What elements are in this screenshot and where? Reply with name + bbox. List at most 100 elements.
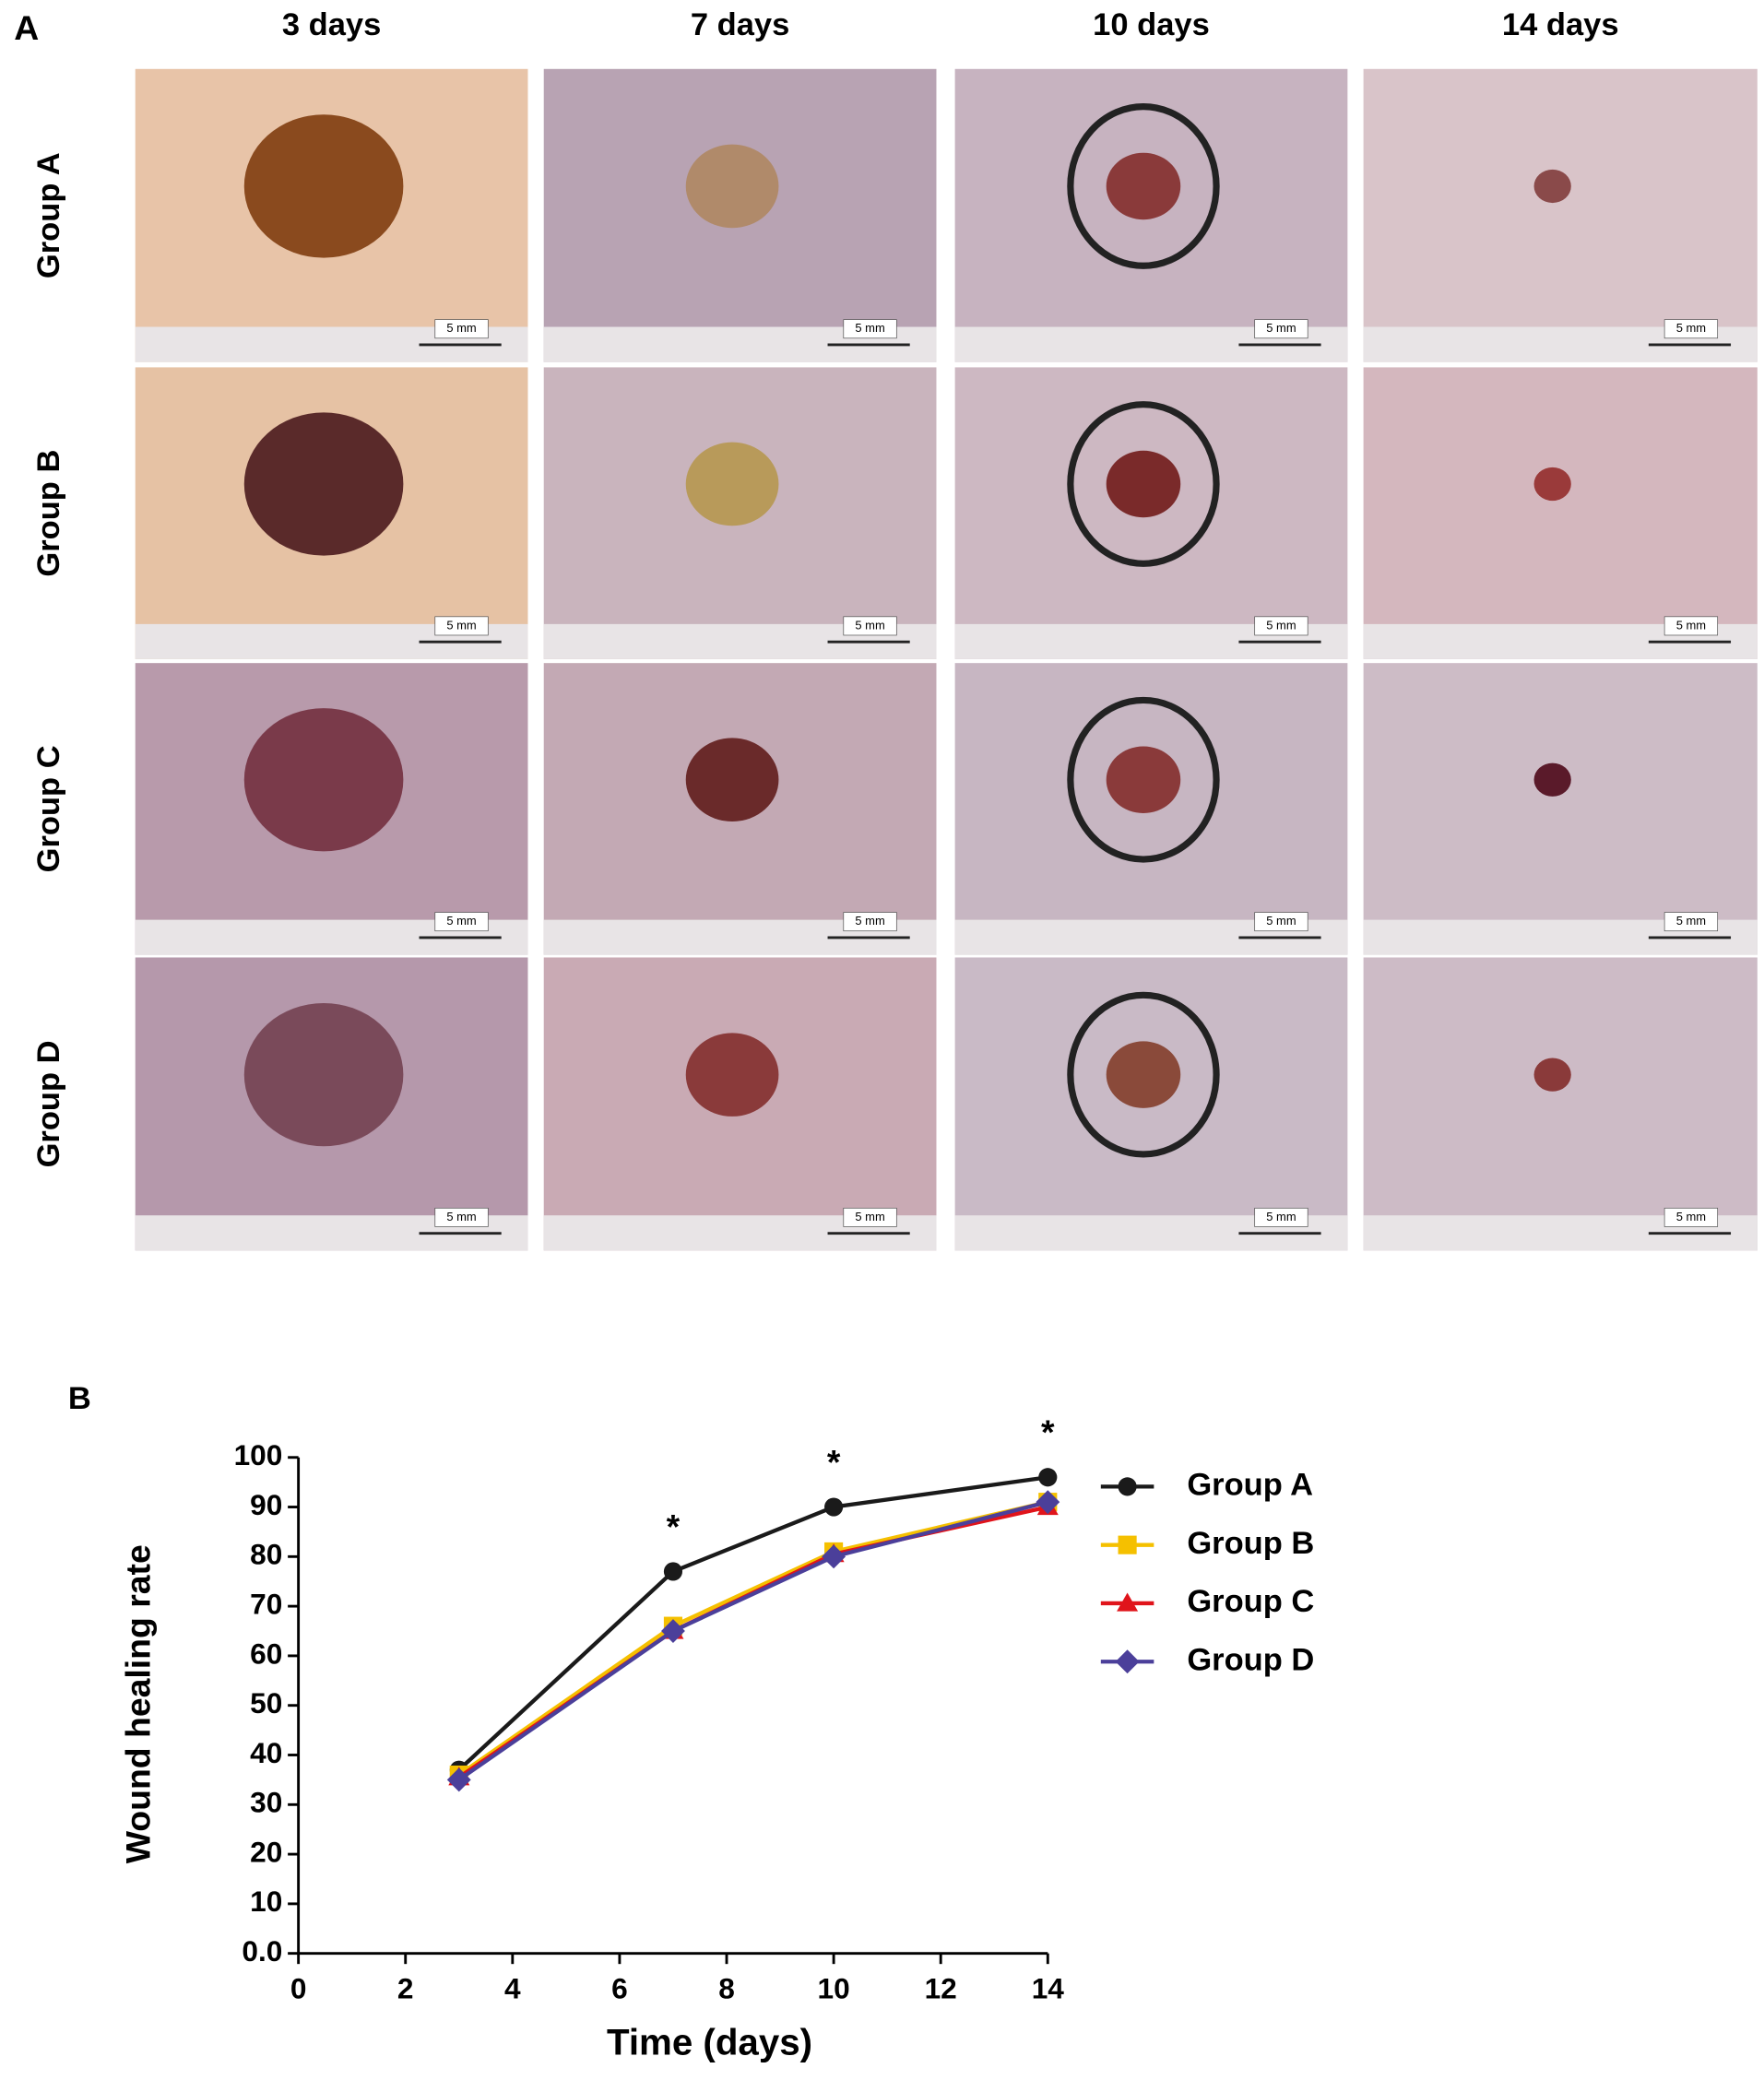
annotation: * xyxy=(667,1507,681,1545)
scale-bar-box xyxy=(434,319,489,339)
scale-bar-box xyxy=(1663,912,1719,932)
wound xyxy=(1533,1058,1571,1092)
row-label: Group C xyxy=(31,745,66,872)
wound xyxy=(1533,467,1571,502)
column-header: 7 days xyxy=(691,7,789,42)
annotation: * xyxy=(1041,1412,1055,1451)
scale-bar-label: 5 mm xyxy=(1266,321,1296,335)
marker xyxy=(824,1497,844,1517)
scale-bar-label: 5 mm xyxy=(446,321,476,335)
wound xyxy=(1106,450,1181,518)
scale-bar-box xyxy=(1254,616,1308,636)
scale-bar-box xyxy=(1254,912,1308,932)
legend-label: Group A xyxy=(1187,1468,1313,1503)
photo xyxy=(1363,957,1758,1251)
x-axis-label: Time (days) xyxy=(607,2022,812,2063)
scale-bar-label: 5 mm xyxy=(855,914,884,928)
marker xyxy=(1115,1649,1140,1674)
x-tick-label: 14 xyxy=(1032,1971,1065,2004)
wound xyxy=(1533,169,1571,204)
marker xyxy=(446,1767,471,1792)
wound xyxy=(685,738,779,822)
marker xyxy=(1038,1468,1058,1487)
wound xyxy=(685,442,779,526)
x-tick-label: 4 xyxy=(504,1971,521,2004)
marker-circle xyxy=(1067,991,1220,1158)
scale-bar-label: 5 mm xyxy=(1676,618,1706,632)
annotation: * xyxy=(827,1442,841,1481)
x-tick-label: 10 xyxy=(818,1971,850,2004)
series-line xyxy=(457,1500,1048,1782)
scale-bar-label: 5 mm xyxy=(1676,321,1706,335)
y-tick-label: 0.0 xyxy=(242,1934,282,1968)
marker xyxy=(1117,1592,1139,1612)
scale-bar-label: 5 mm xyxy=(1676,914,1706,928)
wound xyxy=(243,114,404,258)
photo xyxy=(1363,663,1758,955)
series-line xyxy=(457,1500,1048,1777)
wound xyxy=(685,1033,779,1117)
marker xyxy=(822,1544,846,1569)
y-tick-label: 80 xyxy=(250,1538,282,1571)
scale-bar-label: 5 mm xyxy=(1266,914,1296,928)
wound xyxy=(1106,152,1181,220)
marker xyxy=(661,1619,685,1643)
series-line xyxy=(457,1505,1048,1779)
x-tick-label: 12 xyxy=(925,1971,957,2004)
legend-label: Group D xyxy=(1187,1642,1314,1677)
scale-bar-box xyxy=(843,319,897,339)
wound xyxy=(243,1002,404,1147)
row-label: Group B xyxy=(31,450,66,577)
scale-bar-box xyxy=(434,912,489,932)
y-tick-label: 90 xyxy=(250,1488,282,1521)
wound xyxy=(243,708,404,852)
photo xyxy=(1363,68,1758,362)
scale-bar-box xyxy=(843,912,897,932)
y-tick-label: 70 xyxy=(250,1587,282,1620)
scale-bar-label: 5 mm xyxy=(1266,1210,1296,1223)
scale-bar-box xyxy=(843,616,897,636)
y-tick-label: 20 xyxy=(250,1835,282,1868)
scale-bar-box xyxy=(434,1207,489,1227)
scale-bar-box xyxy=(1663,616,1719,636)
y-tick-label: 60 xyxy=(250,1637,282,1670)
legend-label: Group B xyxy=(1187,1526,1314,1561)
y-tick-label: 100 xyxy=(234,1438,283,1471)
scale-bar-box xyxy=(1254,1207,1308,1227)
panel-label: A xyxy=(14,8,39,47)
marker-circle xyxy=(1067,401,1220,567)
legend-label: Group C xyxy=(1187,1584,1314,1619)
marker-circle xyxy=(1067,103,1220,269)
marker xyxy=(1036,1490,1060,1515)
wound xyxy=(685,144,779,229)
column-header: 3 days xyxy=(282,7,381,42)
scale-bar-label: 5 mm xyxy=(446,1210,476,1223)
scale-bar-label: 5 mm xyxy=(446,914,476,928)
panel-label: B xyxy=(68,1381,91,1416)
column-header: 10 days xyxy=(1093,7,1210,42)
wound xyxy=(243,412,404,556)
y-tick-label: 40 xyxy=(250,1736,282,1769)
y-axis-label: Wound healing rate xyxy=(118,1544,157,1863)
wound xyxy=(1106,1041,1181,1108)
row-label: Group A xyxy=(31,152,66,278)
scale-bar-box xyxy=(1663,319,1719,339)
scale-bar-box xyxy=(843,1207,897,1227)
scale-bar-label: 5 mm xyxy=(446,618,476,632)
photo xyxy=(1363,367,1758,659)
marker xyxy=(663,1562,683,1581)
marker xyxy=(1118,1477,1137,1496)
y-tick-label: 50 xyxy=(250,1686,282,1720)
row-label: Group D xyxy=(31,1040,66,1167)
scale-bar-box xyxy=(434,616,489,636)
x-tick-label: 6 xyxy=(611,1971,628,2004)
scale-bar-box xyxy=(1663,1207,1719,1227)
scale-bar-label: 5 mm xyxy=(855,618,884,632)
marker-circle xyxy=(1067,696,1220,863)
x-tick-label: 0 xyxy=(290,1971,307,2004)
scale-bar-label: 5 mm xyxy=(1676,1210,1706,1223)
scale-bar-label: 5 mm xyxy=(855,1210,884,1223)
wound xyxy=(1533,762,1571,797)
scale-bar-label: 5 mm xyxy=(855,321,884,335)
